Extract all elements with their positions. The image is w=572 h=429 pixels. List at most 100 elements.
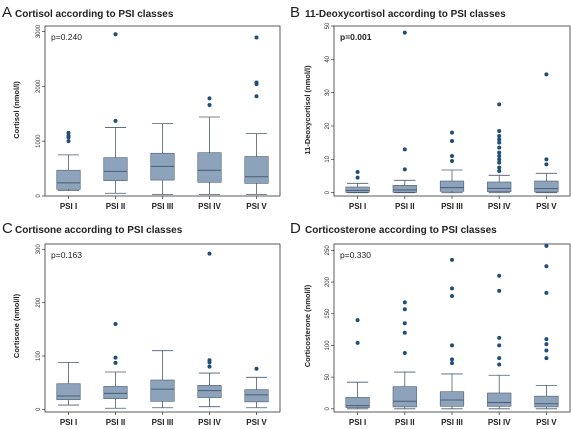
- x-tick-label-d-5: PSI V: [536, 418, 557, 427]
- outlier-point: [254, 35, 259, 40]
- outlier-point: [450, 139, 454, 143]
- panel-a: A Cortisol according to PSI classes Cort…: [2, 4, 281, 211]
- outlier-point: [113, 322, 118, 326]
- box-body: [150, 379, 175, 402]
- panel-title-c: Cortisone according to PSI classes: [15, 225, 183, 236]
- y-tick-label-d-5: 250: [325, 245, 331, 256]
- box-c-3: [150, 350, 175, 409]
- box-body: [244, 156, 269, 184]
- plot-area-a: 0 1000 2000 3000 p=0.240 PSI I PSI II PSI III PS…: [36, 24, 281, 211]
- box-a-2: [103, 32, 128, 194]
- panel-letter-c: C: [2, 220, 13, 237]
- y-tick-label-d-1: 50: [325, 373, 331, 380]
- outlier-point: [497, 362, 502, 367]
- box-body: [56, 169, 81, 190]
- y-axis-label-d: Corticosterone (nmol/l): [303, 284, 312, 367]
- outlier-point: [497, 335, 502, 340]
- outlier-point: [544, 356, 549, 361]
- x-tick-label-a-3: PSI III: [152, 202, 174, 211]
- box-a-5: [244, 35, 269, 195]
- outlier-point: [254, 80, 259, 85]
- outlier-point: [450, 154, 454, 158]
- x-tick-label-d-4: PSI IV: [488, 418, 511, 427]
- outlier-point: [544, 342, 549, 347]
- outlier-point: [207, 96, 212, 101]
- p-value-d: p=0.330: [340, 250, 371, 260]
- outlier-point: [544, 72, 549, 77]
- box-body: [392, 386, 417, 408]
- outlier-point: [497, 102, 502, 107]
- outlier-point: [497, 150, 502, 155]
- p-value-a: p=0.240: [51, 32, 82, 42]
- outlier-point: [497, 169, 502, 173]
- outlier-point: [450, 357, 454, 362]
- x-tick-label-d-3: PSI III: [441, 418, 463, 427]
- y-axis-label-a: Cortisol (nmol/l): [12, 81, 21, 139]
- panel-letter-d: D: [290, 220, 301, 237]
- outlier-point: [355, 340, 360, 345]
- box-b-2: [392, 30, 417, 194]
- y-tick-label-d-0: 0: [325, 407, 331, 411]
- p-value-c: p=0.163: [51, 250, 82, 260]
- box-body: [534, 395, 559, 408]
- outlier-point: [544, 243, 549, 248]
- box-body: [439, 180, 465, 192]
- x-tick-label-a-5: PSI V: [246, 202, 267, 211]
- box-body: [487, 392, 512, 407]
- outlier-point: [355, 170, 360, 174]
- box-c-2: [103, 322, 128, 409]
- x-tick-label-c-2: PSI II: [106, 418, 126, 427]
- y-tick-label-c-0: 0: [36, 407, 42, 411]
- outlier-point: [497, 157, 502, 162]
- outlier-point: [497, 356, 502, 361]
- outlier-point: [207, 364, 212, 369]
- y-axis-label-c: Cortisone (nmol/l): [12, 293, 21, 358]
- outlier-point: [544, 337, 549, 342]
- box-d-4: [487, 273, 512, 410]
- y-tick-label-b-5: 50: [325, 22, 331, 29]
- p-value-b: p=0.001: [340, 32, 372, 42]
- box-body: [534, 180, 559, 193]
- panel-title-b: 11-Deoxycortisol according to PSI classe…: [305, 9, 506, 20]
- x-tick-label-c-4: PSI IV: [198, 418, 221, 427]
- box-b-3: [439, 130, 465, 194]
- outlier-point: [497, 160, 502, 165]
- panel-letter-a: A: [2, 4, 12, 21]
- x-tick-label-b-3: PSI III: [441, 202, 463, 211]
- box-body: [439, 391, 465, 407]
- y-axis-label-b: 11-Deoxycortisol (nmol/l): [303, 65, 312, 155]
- panel-b: B 11-Deoxycortisol according to PSI clas…: [290, 4, 571, 211]
- box-a-1: [56, 130, 81, 191]
- outlier-point: [66, 133, 71, 138]
- box-b-1: [345, 170, 370, 194]
- outlier-point: [355, 175, 360, 180]
- outlier-point: [402, 147, 407, 152]
- outlier-point: [497, 140, 502, 145]
- box-a-3: [150, 123, 175, 195]
- outlier-point: [497, 165, 502, 170]
- y-tick-label-c-1: 100: [36, 350, 42, 361]
- outlier-point: [544, 162, 549, 167]
- box-b-5: [534, 72, 559, 194]
- x-tick-label-d-1: PSI I: [349, 418, 366, 427]
- outlier-point: [113, 360, 118, 365]
- outlier-point: [450, 130, 454, 135]
- outlier-point: [355, 318, 360, 323]
- panel-c: C Cortisone according to PSI classes Cor…: [2, 220, 281, 427]
- outlier-point: [544, 348, 549, 353]
- outlier-point: [402, 167, 407, 172]
- box-c-4: [197, 251, 222, 408]
- outlier-point: [450, 257, 454, 262]
- outlier-point: [254, 94, 259, 99]
- x-tick-label-c-1: PSI I: [60, 418, 77, 427]
- box-body: [487, 181, 512, 192]
- y-tick-label-b-2: 20: [325, 122, 331, 129]
- outlier-point: [402, 30, 407, 35]
- box-d-1: [345, 318, 370, 410]
- box-c-5: [244, 366, 269, 409]
- outlier-point: [66, 139, 71, 144]
- panel-letter-b: B: [290, 4, 300, 21]
- outlier-point: [402, 307, 407, 312]
- box-d-3: [439, 257, 465, 410]
